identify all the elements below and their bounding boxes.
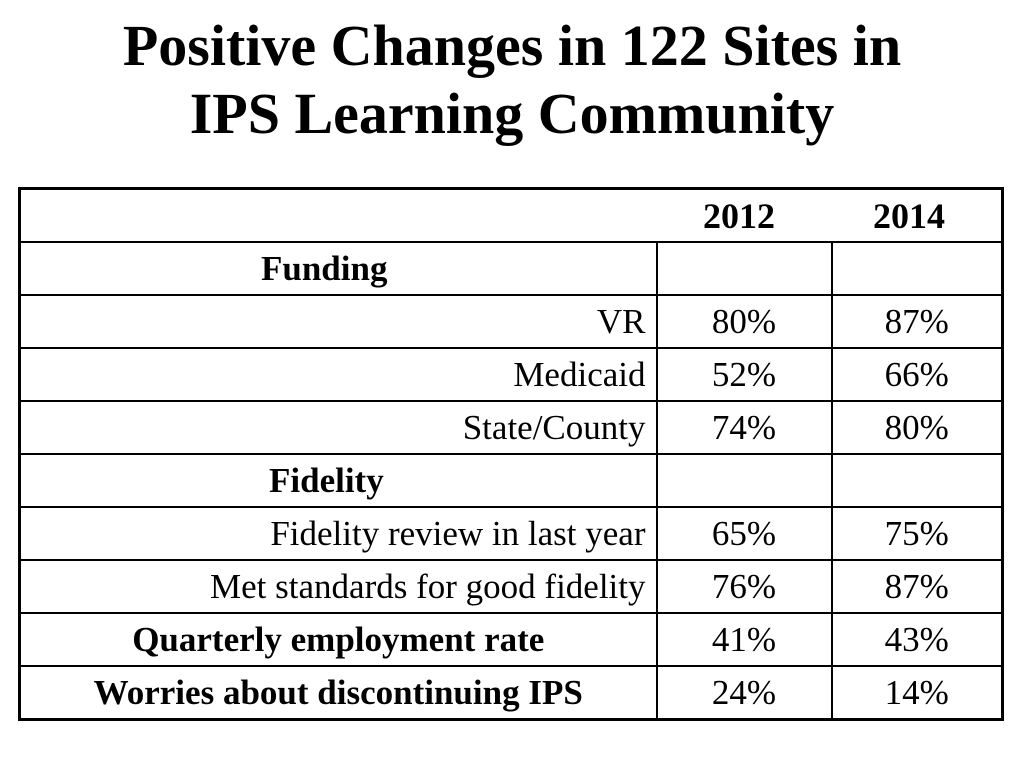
value-2012 <box>655 241 833 296</box>
value-2012: 74% <box>655 400 833 455</box>
value-2012: 52% <box>655 347 833 402</box>
table-row: State/County 74% 80% <box>18 400 1004 455</box>
value-2012: 76% <box>655 559 833 614</box>
header-cell: 2012 2014 <box>18 187 1004 243</box>
title-line-1: Positive Changes in 122 Sites in <box>122 13 902 78</box>
row-label: VR <box>18 294 658 349</box>
row-label: Met standards for good fidelity <box>18 559 658 614</box>
table-header-row: 2012 2014 <box>18 187 1004 243</box>
row-label-bold: Quarterly employment rate <box>18 612 658 667</box>
row-label: Fidelity review in last year <box>18 506 658 561</box>
table-row: Funding <box>18 241 1004 296</box>
value-2014 <box>830 453 1004 508</box>
title-line-2: IPS Learning Community <box>189 81 835 146</box>
table-row: Medicaid 52% 66% <box>18 347 1004 402</box>
row-label: State/County <box>18 400 658 455</box>
table-row: Fidelity review in last year 65% 75% <box>18 506 1004 561</box>
table-row: Met standards for good fidelity 76% 87% <box>18 559 1004 614</box>
table-row: VR 80% 87% <box>18 294 1004 349</box>
value-2012: 24% <box>655 665 833 721</box>
value-2014: 87% <box>830 559 1004 614</box>
value-2012 <box>655 453 833 508</box>
value-2014: 75% <box>830 506 1004 561</box>
year-header-2014: 2014 <box>873 196 945 236</box>
value-2012: 41% <box>655 612 833 667</box>
value-2014: 66% <box>830 347 1004 402</box>
value-2012: 65% <box>655 506 833 561</box>
year-header-2012: 2012 <box>703 196 775 236</box>
value-2014: 87% <box>830 294 1004 349</box>
value-2012: 80% <box>655 294 833 349</box>
value-2014: 14% <box>830 665 1004 721</box>
row-label: Medicaid <box>18 347 658 402</box>
value-2014: 43% <box>830 612 1004 667</box>
value-2014: 80% <box>830 400 1004 455</box>
table-row: Worries about discontinuing IPS 24% 14% <box>18 665 1004 721</box>
slide-title: Positive Changes in 122 Sites in IPS Lea… <box>0 12 1024 148</box>
row-label-bold: Worries about discontinuing IPS <box>18 665 658 721</box>
value-2014 <box>830 241 1004 296</box>
results-table: 2012 2014 Funding VR 80% 87% Medicaid 52… <box>18 187 1004 721</box>
section-label-fidelity: Fidelity <box>18 453 658 508</box>
table-row: Quarterly employment rate 41% 43% <box>18 612 1004 667</box>
section-label-funding: Funding <box>18 241 658 296</box>
table-row: Fidelity <box>18 453 1004 508</box>
